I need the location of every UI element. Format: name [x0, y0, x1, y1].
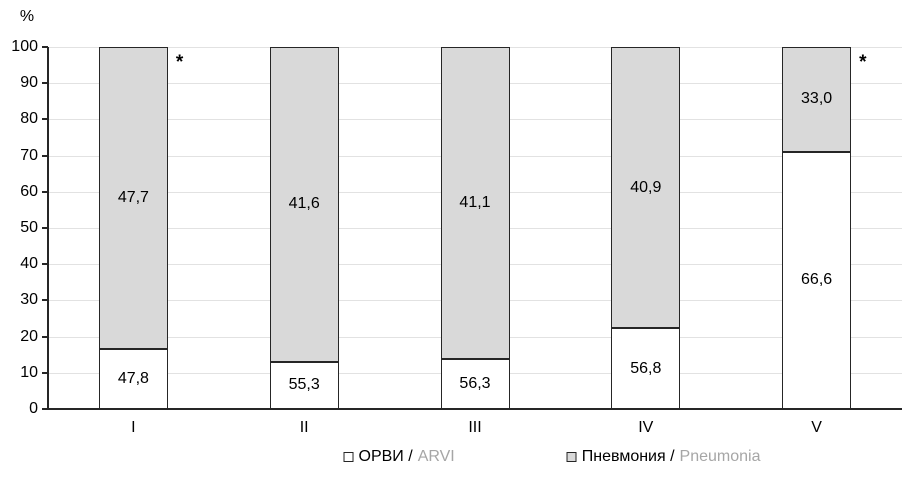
- legend-item-arvi: ОРВИ / ARVI: [343, 448, 455, 466]
- bar-value-label: 47,7: [117, 189, 149, 207]
- legend-swatch: [343, 452, 354, 462]
- bar-value-label: 41,1: [459, 194, 491, 212]
- bar-value-label: 41,6: [288, 195, 320, 213]
- y-tick-label: 10: [20, 363, 38, 381]
- bar-segment-pneumonia: 41,6: [269, 47, 339, 362]
- bar-value-label: 55,3: [288, 376, 320, 394]
- bar-value-label: 56,3: [459, 375, 491, 393]
- y-tick-mark: [42, 118, 48, 121]
- y-axis-line: [47, 47, 49, 410]
- y-tick-label: 0: [29, 400, 38, 417]
- y-tick-label: 20: [20, 327, 38, 345]
- x-axis-line: [47, 408, 902, 410]
- bar-segment-pneumonia: 47,7: [98, 47, 168, 350]
- bar-segment-arvi: 56,8: [611, 328, 681, 409]
- y-tick-label: 80: [20, 110, 38, 128]
- bar-segment-pneumonia: 33,0: [782, 47, 852, 152]
- legend-label-primary: Пневмония /: [581, 448, 675, 465]
- y-tick-mark: [42, 227, 48, 229]
- y-tick-label: 40: [20, 255, 38, 273]
- bar-value-label: 66,6: [801, 271, 833, 289]
- bar-segment-pneumonia: 41,1: [440, 47, 510, 360]
- y-tick-label: 100: [11, 38, 38, 55]
- y-tick-label: 60: [20, 182, 38, 200]
- y-tick-mark: [42, 190, 48, 193]
- y-tick-mark: [42, 263, 48, 266]
- y-tick-mark: [42, 46, 48, 48]
- legend-item-pneumonia: Пневмония / Pneumonia: [566, 448, 761, 466]
- legend-swatch: [566, 452, 577, 462]
- y-tick-mark: [42, 154, 48, 157]
- category-label: III: [468, 419, 482, 436]
- bar-value-label: 56,8: [630, 359, 662, 377]
- bar-value-label: 47,8: [117, 370, 149, 388]
- bar-segment-arvi: 56,3: [440, 359, 510, 409]
- category-label: V: [811, 419, 822, 436]
- category-label: IV: [638, 419, 654, 436]
- y-tick-mark: [42, 82, 48, 85]
- bar-segment-arvi: 47,8: [98, 349, 168, 409]
- bar-segment-arvi: 55,3: [269, 361, 339, 409]
- bar-value-label: 40,9: [630, 178, 662, 196]
- y-tick-label: 30: [20, 291, 38, 309]
- y-tick-mark: [42, 299, 48, 302]
- y-tick-label: 90: [20, 74, 38, 92]
- y-axis-unit-label: %: [19, 8, 35, 25]
- y-tick-label: 50: [20, 219, 38, 236]
- y-tick-mark: [42, 371, 48, 374]
- significance-asterisk: *: [859, 52, 867, 73]
- legend-label-secondary: Pneumonia: [679, 448, 761, 465]
- y-tick-mark: [42, 335, 48, 338]
- y-tick-mark: [42, 408, 48, 410]
- significance-asterisk: *: [175, 52, 184, 73]
- category-label: I: [131, 419, 136, 436]
- legend-label-primary: ОРВИ /: [358, 448, 413, 465]
- legend-label-secondary: ARVI: [417, 448, 455, 465]
- bar-value-label: 33,0: [801, 90, 833, 108]
- legend: ОРВИ / ARVI Пневмония / Pneumonia: [343, 448, 761, 466]
- bar-segment-pneumonia: 40,9: [611, 47, 681, 329]
- category-label: II: [299, 419, 309, 436]
- y-tick-label: 70: [20, 146, 38, 164]
- bar-segment-arvi: 66,6: [782, 151, 852, 409]
